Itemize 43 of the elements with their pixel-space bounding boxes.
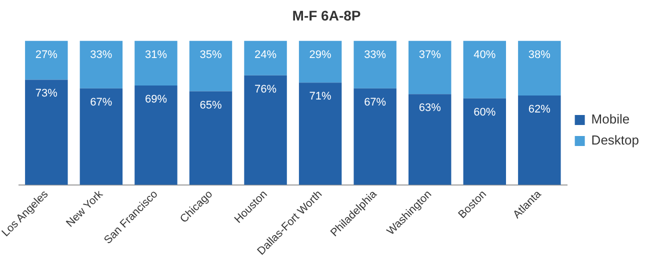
bar [244, 40, 287, 76]
bar [354, 40, 396, 88]
bar [298, 40, 342, 83]
data-label: 37% [418, 48, 442, 61]
data-label: 73% [35, 88, 58, 100]
bar [463, 98, 506, 185]
bar [134, 40, 178, 86]
bar [80, 88, 123, 185]
data-label: 33% [90, 48, 112, 61]
chart-title: M-F 6A-8P [292, 7, 361, 24]
data-label: 38% [528, 48, 551, 61]
data-label: 24% [254, 48, 277, 61]
data-label: 69% [144, 93, 168, 106]
bar [134, 85, 178, 185]
bar [354, 88, 396, 185]
data-label: 71% [309, 90, 332, 103]
data-label: 33% [364, 48, 386, 61]
data-label: 29% [309, 48, 332, 61]
bar [408, 40, 452, 94]
legend-label: Mobile [591, 112, 630, 127]
bar [518, 96, 561, 185]
bar [25, 40, 68, 80]
data-label: 60% [474, 106, 496, 118]
data-label: 67% [90, 96, 112, 108]
bar [189, 91, 232, 185]
data-label: 27% [35, 48, 58, 61]
data-label: 62% [528, 104, 551, 116]
bar [244, 75, 287, 185]
legend-label: Desktop [591, 132, 640, 148]
bar [463, 40, 506, 98]
bar [518, 40, 561, 96]
data-label: 31% [144, 48, 168, 61]
data-label: 35% [200, 48, 222, 61]
data-label: 63% [418, 102, 442, 114]
bar [80, 40, 123, 88]
data-label: 67% [364, 96, 386, 108]
data-label: 40% [474, 48, 496, 61]
bar [298, 82, 342, 185]
data-label: 76% [254, 83, 277, 96]
bar [25, 80, 68, 185]
bar [189, 40, 232, 92]
data-label: 65% [200, 99, 222, 112]
bar [408, 94, 452, 185]
